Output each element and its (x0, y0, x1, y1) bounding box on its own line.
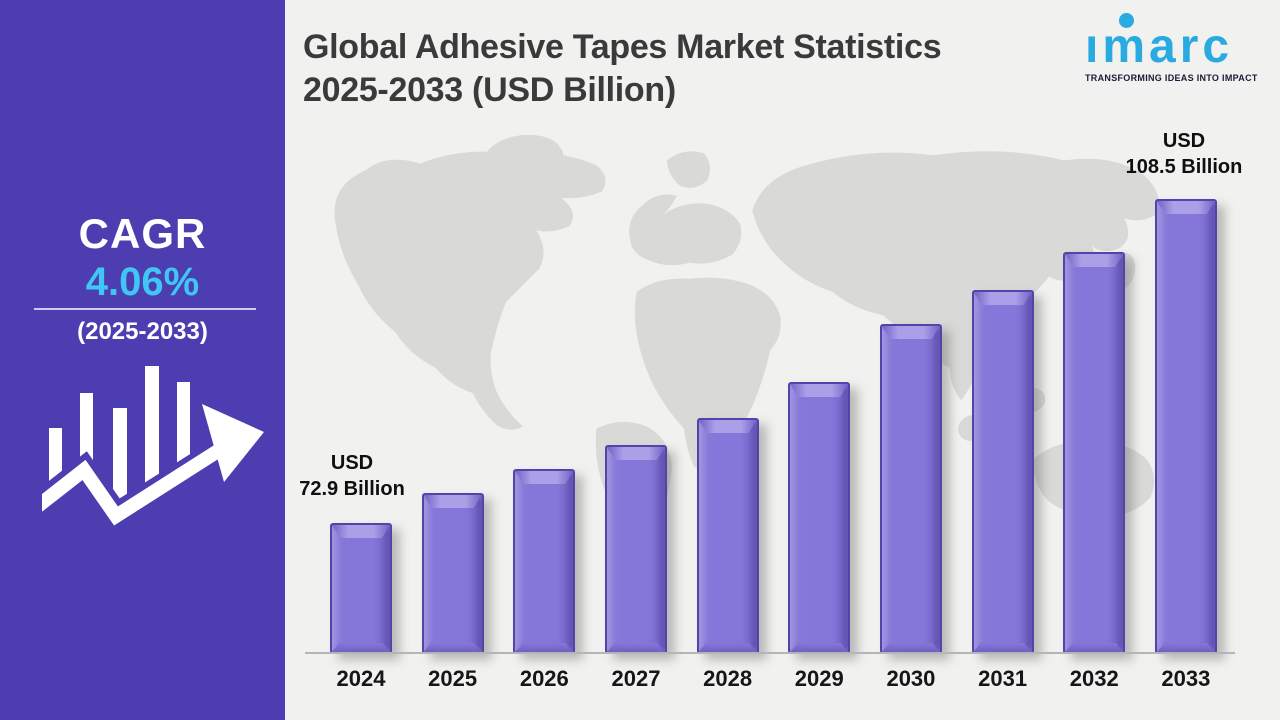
bar-2029 (788, 382, 851, 654)
logo-dot-icon (1119, 13, 1134, 28)
bar-2026 (513, 469, 576, 654)
growth-chart-arrow-icon (42, 366, 267, 531)
year-label-2027: 2027 (611, 666, 661, 691)
chart-title-line2: 2025-2033 (USD Billion) (303, 71, 676, 109)
divider (34, 308, 256, 310)
year-label-2028: 2028 (703, 666, 753, 691)
year-label-2031: 2031 (978, 666, 1028, 691)
value-label-2024-line1: USD (330, 452, 374, 474)
continent-asia (752, 151, 1159, 401)
continent-europe (629, 194, 742, 266)
value-label-2024-line2: 72.9 Billion (299, 478, 405, 500)
bar-2025 (421, 493, 484, 654)
chart-title: Global Adhesive Tapes Market Statistics … (303, 26, 1063, 112)
year-label-2025: 2025 (428, 666, 478, 691)
bar-column-2032: 2032 (1063, 252, 1126, 691)
bar-2032 (1063, 252, 1126, 654)
bar-column-2026: 2026 (513, 469, 576, 691)
value-label-2024: USD 72.9 Billion (285, 450, 437, 502)
value-label-2033-line1: USD (1162, 130, 1206, 152)
chart-panel: Global Adhesive Tapes Market Statistics … (285, 0, 1280, 720)
bar-column-2025: 2025 (421, 493, 484, 691)
bar-2028 (696, 418, 759, 654)
continent-north-america (334, 151, 606, 430)
logo-tagline: TRANSFORMING IDEAS INTO IMPACT (1085, 73, 1258, 83)
year-label-2026: 2026 (519, 666, 569, 691)
bar-column-2029: 2029 (788, 382, 851, 691)
bar-column-2033: 2033 (1154, 199, 1217, 691)
bar-2030 (879, 324, 942, 654)
year-label-2024: 2024 (336, 666, 386, 691)
bar-column-2028: 2028 (696, 418, 759, 691)
year-label-2032: 2032 (1069, 666, 1119, 691)
bar-column-2027: 2027 (604, 445, 667, 691)
value-label-2033: USD 108.5 Billion (1084, 128, 1280, 180)
bar-column-2024: 2024 (330, 523, 392, 691)
cagr-sidebar: CAGR 4.06% (2025-2033) (0, 0, 285, 720)
cagr-period: (2025-2033) (77, 318, 208, 345)
x-axis-line (305, 652, 1235, 654)
bar-2031 (971, 290, 1034, 654)
cagr-label: CAGR (78, 210, 207, 257)
bar-2033 (1154, 199, 1217, 654)
imarc-logo: ımarc TRANSFORMING IDEAS INTO IMPACT (1085, 8, 1267, 83)
value-label-2033-line2: 108.5 Billion (1125, 156, 1243, 178)
logo-brand: ımarc (1085, 20, 1234, 73)
bar-chart: 2024 2025 2026 2027 2028 2029 2030 2031 2032 2033 (330, 198, 1217, 691)
bar-column-2031: 2031 (971, 290, 1034, 691)
chart-title-line1: Global Adhesive Tapes Market Statistics (303, 28, 942, 66)
year-label-2033: 2033 (1161, 666, 1211, 691)
bar-2024 (330, 523, 392, 654)
cagr-value: 4.06% (85, 260, 200, 304)
year-label-2029: 2029 (794, 666, 844, 691)
bar-2027 (604, 445, 667, 654)
bar-column-2030: 2030 (879, 324, 942, 691)
year-label-2030: 2030 (886, 666, 936, 691)
